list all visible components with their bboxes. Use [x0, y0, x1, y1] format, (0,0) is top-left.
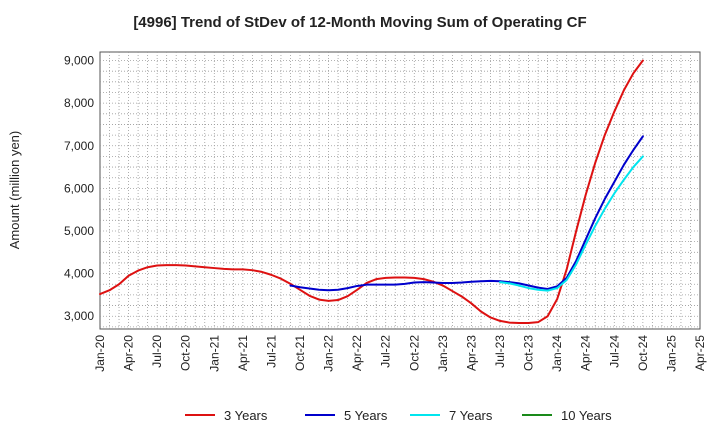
x-tick-label: Jul-23 — [493, 335, 507, 368]
x-tick-label: Jan-25 — [664, 335, 678, 372]
x-tick-label: Apr-21 — [236, 335, 250, 371]
x-tick-label: Jul-20 — [150, 335, 164, 368]
x-tick-label: Jan-21 — [207, 335, 221, 372]
x-tick-label: Oct-23 — [522, 335, 536, 371]
x-tick-label: Jan-20 — [93, 335, 107, 372]
y-tick-label: 6,000 — [64, 181, 94, 195]
legend-label-3-years: 3 Years — [224, 408, 268, 423]
x-tick-label: Apr-23 — [464, 335, 478, 371]
y-tick-labels: 3,000 4,000 5,000 6,000 7,000 8,000 9,000 — [64, 54, 94, 324]
series-line-5-years — [289, 135, 644, 292]
y-axis-title: Amount (million yen) — [7, 131, 22, 250]
chart-title: [4996] Trend of StDev of 12-Month Moving… — [133, 14, 587, 31]
series-lines — [99, 59, 644, 325]
y-tick-label: 8,000 — [64, 96, 94, 110]
legend: 3 Years 5 Years 7 Years 10 Years — [185, 408, 612, 423]
plot-area — [99, 51, 701, 330]
x-tick-label: Jan-22 — [322, 335, 336, 372]
y-tick-label: 4,000 — [64, 267, 94, 281]
x-tick-label: Oct-22 — [407, 335, 421, 371]
x-tick-label: Jan-24 — [550, 335, 564, 372]
x-tick-label: Apr-24 — [579, 335, 593, 371]
x-tick-label: Oct-24 — [636, 335, 650, 371]
x-tick-label: Jul-24 — [607, 335, 621, 368]
y-tick-label: 7,000 — [64, 139, 94, 153]
y-tick-label: 3,000 — [64, 309, 94, 323]
x-tick-label: Jul-22 — [379, 335, 393, 368]
series-line-3-years — [99, 59, 644, 325]
x-tick-label: Apr-25 — [693, 335, 707, 371]
x-tick-label: Oct-21 — [293, 335, 307, 371]
x-tick-label: Jul-21 — [264, 335, 278, 368]
legend-label-7-years: 7 Years — [449, 408, 493, 423]
grid-lines — [100, 52, 700, 329]
x-tick-label: Apr-20 — [122, 335, 136, 371]
x-tick-labels: Jan-20 Apr-20 Jul-20 Oct-20 Jan-21 Apr-21 Jul-… — [93, 335, 707, 372]
x-tick-label: Apr-22 — [350, 335, 364, 371]
series-line-7-years — [499, 155, 644, 292]
legend-label-5-years: 5 Years — [344, 408, 388, 423]
y-tick-label: 9,000 — [64, 54, 94, 68]
y-tick-label: 5,000 — [64, 224, 94, 238]
x-tick-label: Oct-20 — [179, 335, 193, 371]
x-tick-label: Jan-23 — [436, 335, 450, 372]
legend-label-10-years: 10 Years — [561, 408, 612, 423]
